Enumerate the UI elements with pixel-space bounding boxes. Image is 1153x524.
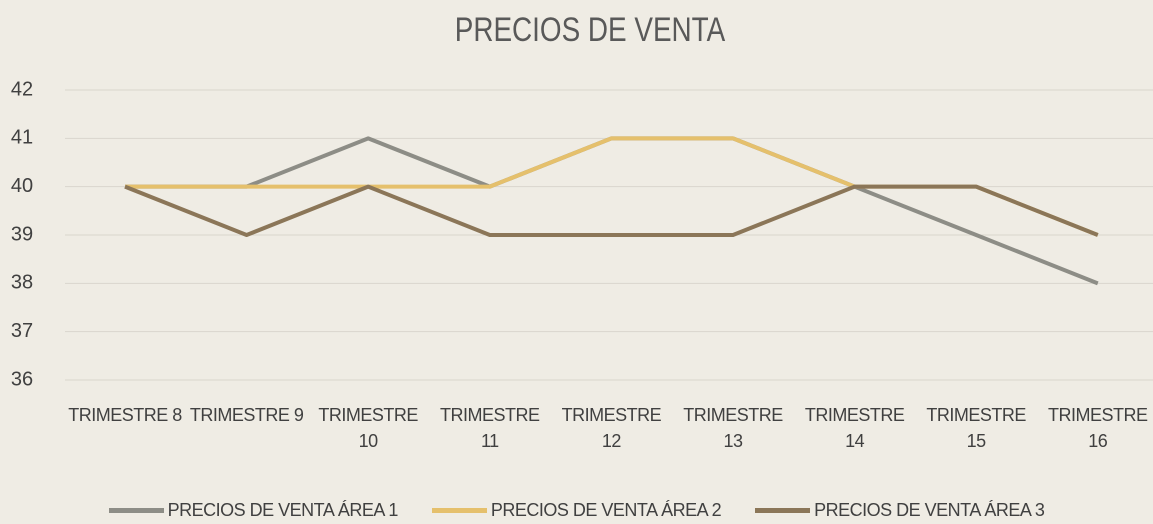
y-tick-label: 42 xyxy=(11,78,33,100)
legend-swatch xyxy=(755,508,811,513)
y-tick-label: 40 xyxy=(11,175,33,197)
x-tick-label: TRIMESTRE 12 xyxy=(561,405,662,451)
x-tick-label: TRIMESTRE 11 xyxy=(440,405,540,451)
x-tick-label: TRIMESTRE 9 xyxy=(189,405,304,425)
x-tick-label: TRIMESTRE 15 xyxy=(926,405,1026,451)
line-series xyxy=(125,136,1099,286)
x-tick-label: TRIMESTRE 8 xyxy=(68,405,182,425)
legend-label: PRECIOS DE VENTA ÁREA 2 xyxy=(490,500,722,520)
legend-swatch xyxy=(108,508,164,513)
x-tick-label: TRIMESTRE 10 xyxy=(318,405,418,451)
legend-item: PRECIOS DE VENTA ÁREA 1 xyxy=(108,500,399,521)
y-tick-label: 37 xyxy=(11,320,33,342)
legend: PRECIOS DE VENTA ÁREA 1 PRECIOS DE VENTA … xyxy=(0,500,1153,521)
legend-label: PRECIOS DE VENTA ÁREA 1 xyxy=(167,500,399,520)
line-series xyxy=(124,184,1099,237)
y-tick-label: 38 xyxy=(11,272,33,294)
x-tick-label: TRIMESTRE 13 xyxy=(683,405,783,451)
chart-title: PRECIOS DE VENTA xyxy=(455,10,726,48)
legend-swatch xyxy=(431,508,487,513)
x-tick-label: TRIMESTRE 16 xyxy=(1048,405,1148,451)
legend-label: PRECIOS DE VENTA ÁREA 3 xyxy=(814,500,1045,520)
y-tick-label: 39 xyxy=(11,223,33,245)
x-tick-label: TRIMESTRE 14 xyxy=(804,405,905,451)
legend-item: PRECIOS DE VENTA ÁREA 3 xyxy=(755,500,1045,521)
y-tick-label: 36 xyxy=(11,368,33,390)
legend-item: PRECIOS DE VENTA ÁREA 2 xyxy=(431,500,722,521)
y-tick-label: 41 xyxy=(11,127,33,149)
